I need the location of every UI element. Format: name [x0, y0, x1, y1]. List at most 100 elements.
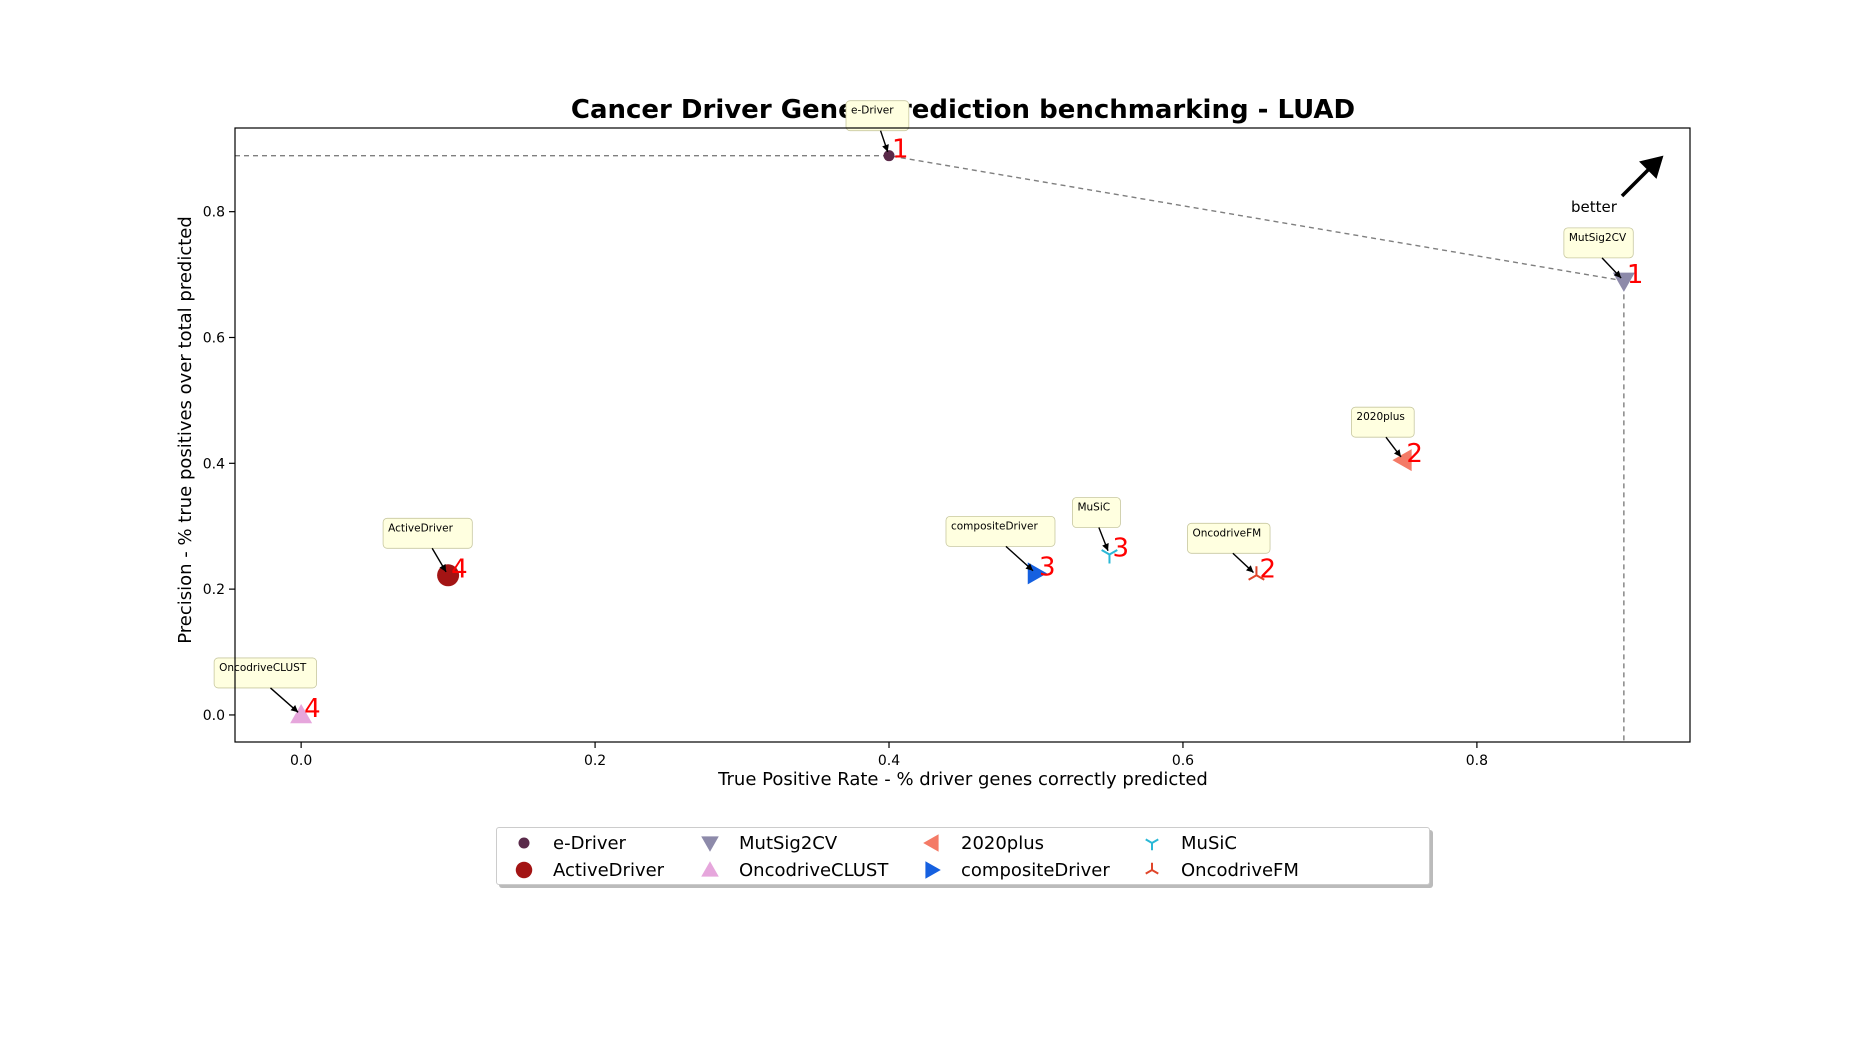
data-marker [1101, 549, 1118, 564]
data-point-oncodrivefm: OncodriveFM 2 [1187, 522, 1276, 584]
pareto-front-line [235, 154, 1625, 742]
chart-legend: e-Driver ActiveDriver MutSig2CV OncodriveCL… [496, 827, 1430, 885]
legend-label: OncodriveCLUST [739, 859, 889, 881]
callout-arrowhead [882, 144, 889, 152]
legend-marker-shape [515, 861, 533, 879]
callout-arrowhead [1246, 565, 1254, 573]
legend-marker [701, 861, 719, 877]
legend-marker [518, 837, 530, 849]
rank-label: 4 [304, 694, 321, 724]
rank-label: 1 [1627, 260, 1644, 290]
rank-label: 3 [1039, 552, 1056, 582]
y-tick-label: 0.2 [203, 582, 225, 598]
callout-label: MutSig2CV [1569, 232, 1627, 244]
callout-box [1187, 522, 1271, 554]
better-arrow: better [1571, 155, 1664, 216]
legend-item: MutSig2CV [695, 830, 837, 856]
legend-item: OncodriveCLUST [695, 857, 888, 883]
callout-label: ActiveDriver [388, 522, 453, 534]
callout-arrowhead [1102, 543, 1109, 551]
legend-marker-shape [701, 861, 719, 877]
y-axis-label: Precision - % true positives over total … [175, 216, 196, 644]
legend-marker [1145, 862, 1159, 875]
rank-label: 2 [1259, 554, 1276, 584]
data-point-mutsig2cv: MutSig2CV 1 [1563, 227, 1644, 292]
rank-label: 3 [1112, 534, 1129, 564]
y-tick-label: 0.0 [203, 708, 225, 724]
legend-marker [701, 836, 719, 852]
pareto-front [235, 154, 1625, 742]
data-point-e-driver: e-Driver 1 [845, 100, 910, 165]
legend-label: 2020plus [961, 832, 1045, 854]
x-tick-label: 0.8 [1466, 753, 1488, 769]
legend-marker-shape [923, 834, 939, 852]
legend-marker [515, 861, 533, 879]
legend-marker [1145, 838, 1159, 851]
callout-arrowhead [1393, 449, 1401, 457]
legend-marker-shape [701, 836, 719, 852]
data-marker [290, 703, 313, 724]
rank-label: 2 [1406, 439, 1423, 469]
legend-marker-shape [1145, 862, 1159, 875]
data-point-music: MuSiC 3 [1072, 497, 1129, 564]
better-label: better [1571, 198, 1618, 216]
callout-label: e-Driver [851, 105, 894, 117]
legend-marker-shape [518, 837, 530, 849]
legend-label: MutSig2CV [739, 832, 838, 854]
data-point-compositedriver: compositeDriver 3 [945, 516, 1056, 585]
legend-label: MuSiC [1181, 832, 1237, 854]
data-marker [1612, 272, 1635, 292]
callout-arrowhead [439, 564, 447, 572]
callout-label: OncodriveFM [1192, 527, 1261, 539]
legend-item: 2020plus [917, 830, 1044, 856]
x-tick-label: 0.2 [584, 753, 606, 769]
data-point-2020plus: 2020plus 2 [1351, 406, 1423, 472]
legend-marker-shape [925, 861, 941, 879]
data-point-oncodriveclust: OncodriveCLUST 4 [213, 657, 321, 724]
callout-label: MuSiC [1077, 502, 1110, 514]
y-tick-label: 0.6 [203, 330, 225, 346]
legend-marker-shape [1145, 838, 1159, 851]
data-marker [1027, 562, 1047, 585]
rank-label: 1 [892, 135, 909, 165]
callout-arrowhead [1025, 563, 1034, 571]
legend-marker [925, 861, 941, 879]
x-tick-label: 0.6 [1172, 753, 1194, 769]
better-arrow-shaft [1620, 166, 1652, 198]
callout-box [1563, 227, 1634, 259]
y-tick-label: 0.4 [203, 456, 225, 472]
callout-box [382, 517, 473, 549]
data-marker [437, 564, 460, 587]
legend-item: ActiveDriver [509, 857, 664, 883]
legend-item: MuSiC [1137, 830, 1237, 856]
y-tick-label: 0.8 [203, 205, 225, 221]
legend-item: compositeDriver [917, 857, 1110, 883]
legend-label: OncodriveFM [1181, 859, 1299, 881]
callout-box [845, 100, 910, 132]
legend-item: e-Driver [509, 830, 626, 856]
callout-box [1072, 497, 1121, 528]
legend-marker [923, 834, 939, 852]
x-axis-label: True Positive Rate - % driver genes corr… [717, 769, 1208, 790]
legend-label: compositeDriver [961, 859, 1110, 881]
y-axis-ticks: 0.0 0.2 0.4 0.6 0.8 [203, 205, 235, 724]
callout-label: OncodriveCLUST [219, 662, 307, 674]
callout-arrowhead [1613, 270, 1622, 278]
data-points: e-Driver 1 ActiveDriver 4 MutSig2CV 1 Oncodriv… [213, 100, 1644, 724]
callout-box [945, 516, 1056, 547]
x-axis-ticks: 0.0 0.2 0.4 0.6 0.8 [290, 742, 1488, 769]
callout-box [213, 657, 317, 689]
callout-arrowhead [290, 705, 299, 713]
rank-label: 4 [451, 554, 468, 584]
data-point-activedriver: ActiveDriver 4 [382, 517, 473, 587]
legend-item: OncodriveFM [1137, 857, 1299, 883]
callout-box [1351, 406, 1415, 438]
plot-frame [234, 127, 1691, 743]
data-marker [1248, 566, 1265, 581]
callout-label: compositeDriver [951, 520, 1038, 532]
chart-title: Cancer Driver Genes prediction benchmark… [571, 95, 1355, 125]
data-marker [1392, 449, 1412, 472]
data-marker [883, 150, 895, 162]
legend-label: e-Driver [553, 832, 626, 854]
